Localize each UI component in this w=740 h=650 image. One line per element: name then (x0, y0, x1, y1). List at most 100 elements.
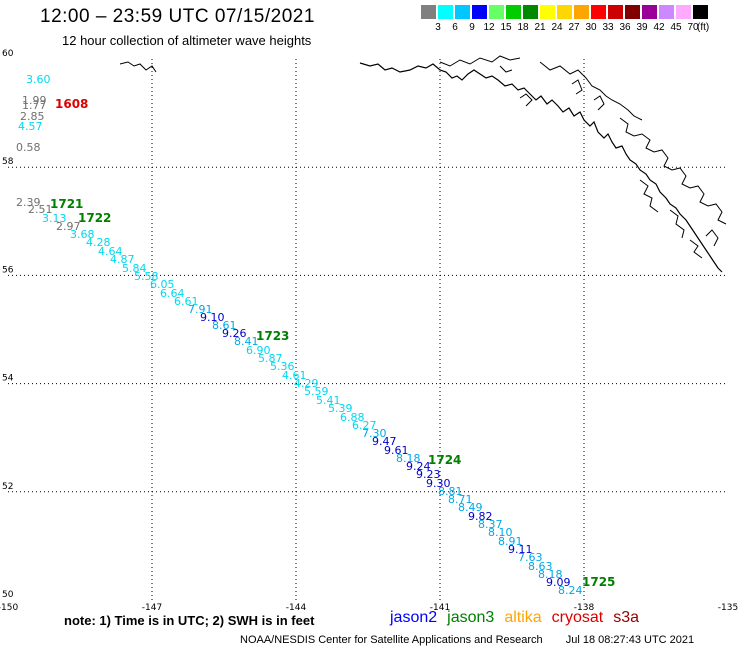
scale-swatch (540, 5, 555, 19)
swh-reading: 5.84 (122, 262, 147, 275)
latitude-tick-label: 60 (2, 49, 14, 59)
swh-reading: 6.05 (150, 278, 175, 291)
swh-reading: 1.99 (22, 94, 47, 107)
scale-tick-label: 45 (670, 22, 682, 33)
scale-tick-label: 39 (636, 22, 648, 33)
swh-reading: 8.41 (234, 335, 259, 348)
scale-tick-label: 3 (435, 22, 441, 33)
swh-reading: 2.51 (28, 203, 53, 216)
scale-swatch (642, 5, 657, 19)
swh-reading: 9.82 (468, 510, 493, 523)
swh-reading: 9.23 (416, 468, 441, 481)
map-title: 12:00 – 23:59 UTC 07/15/2021 (40, 6, 315, 27)
swh-reading: 6.88 (340, 411, 365, 424)
swh-reading: 7.91 (188, 303, 213, 316)
swh-reading: 4.29 (294, 377, 319, 390)
swh-reading: 6.90 (246, 344, 271, 357)
swh-reading: 9.24 (406, 460, 431, 473)
scale-unit-label: (ft) (697, 22, 710, 33)
longitude-tick-label: -138 (574, 603, 595, 613)
swh-reading: 6.27 (352, 419, 377, 432)
scale-tick-label: 27 (568, 22, 580, 33)
scale-swatch (421, 5, 436, 19)
swh-reading: 9.30 (426, 477, 451, 490)
scale-swatch (591, 5, 606, 19)
scale-tick-label: 15 (500, 22, 512, 33)
scale-tick-label: 6 (452, 22, 458, 33)
swh-reading: 8.61 (212, 319, 237, 332)
scale-tick-label: 33 (602, 22, 614, 33)
longitude-tick-label: -147 (142, 603, 162, 613)
swh-reading: 6.61 (174, 295, 199, 308)
swh-reading: 2.39 (16, 196, 41, 209)
credit-text: NOAA/NESDIS Center for Satellite Applica… (240, 634, 543, 646)
coastline-islands (499, 65, 719, 259)
swh-reading: 5.36 (270, 360, 295, 373)
pass-time-label: 1722 (78, 211, 111, 225)
credit-line: NOAA/NESDIS Center for Satellite Applica… (240, 634, 694, 646)
scale-swatch (455, 5, 470, 19)
latitude-tick-label: 54 (2, 374, 14, 384)
latitude-tick-label: 52 (2, 482, 13, 492)
swh-reading: 8.24 (558, 584, 583, 597)
scale-swatch (608, 5, 623, 19)
latitude-tick-label: 56 (2, 265, 14, 275)
scale-tick-label: 21 (534, 22, 546, 33)
coastline-north (439, 55, 643, 121)
swh-reading: 5.87 (258, 352, 283, 365)
scale-tick-label: 24 (551, 22, 563, 33)
swh-reading: 8.71 (448, 493, 473, 506)
scale-swatch (557, 5, 572, 19)
swh-reading: 3.13 (42, 212, 67, 225)
axis-labels: -150 -147 -144 -141 -138 -135 60 58 56 54 52 50 (0, 49, 738, 613)
swh-reading: 9.61 (384, 444, 409, 457)
swh-reading: 9.26 (222, 327, 247, 340)
scale-swatch (659, 5, 674, 19)
pass-time-label: 1723 (256, 329, 289, 343)
scale-tick-label: 42 (653, 22, 665, 33)
swh-reading: 8.49 (458, 501, 483, 514)
swh-reading: 4.61 (282, 369, 307, 382)
swh-reading: 8.18 (538, 568, 563, 581)
swh-reading: 8.63 (528, 560, 553, 573)
swh-reading: 3.60 (26, 73, 51, 86)
swh-reading: 4.28 (86, 236, 111, 249)
coastline-west (119, 61, 157, 73)
map-subtitle: 12 hour collection of altimeter wave hei… (62, 33, 312, 48)
swh-reading: 5.41 (316, 394, 341, 407)
coastline-main (359, 62, 723, 273)
legend-altika: altika (504, 609, 542, 626)
swh-reading: 9.11 (508, 543, 533, 556)
scale-swatch (574, 5, 589, 19)
swh-reading: 8.18 (396, 452, 421, 465)
swh-reading: 3.68 (70, 228, 95, 241)
scale-tick-label: 36 (619, 22, 631, 33)
scale-tick-label: 30 (585, 22, 597, 33)
alaska-coastline (119, 55, 727, 273)
latitude-tick-label: 50 (2, 590, 14, 600)
lat-lon-grid (8, 59, 728, 600)
swh-reading: 4.64 (98, 245, 123, 258)
swh-reading: 2.97 (56, 220, 81, 233)
scale-swatch (472, 5, 487, 19)
longitude-tick-label: -150 (0, 603, 18, 613)
swh-reading: 1.77 (22, 99, 47, 112)
swh-reading: 8.10 (488, 526, 513, 539)
swh-reading: 6.64 (160, 287, 185, 300)
longitude-tick-label: -144 (286, 603, 307, 613)
legend-cryosat: cryosat (551, 609, 604, 626)
swh-reading: 8.81 (438, 485, 463, 498)
swh-reading: 7.30 (362, 427, 387, 440)
wave-height-readings: 3.60 1.991.772.854.57 0.58 2.392.513.132.97… (16, 73, 583, 597)
swh-reading: 5.58 (134, 270, 159, 283)
scale-tick-label: 18 (517, 22, 529, 33)
scale-tick-label: 9 (469, 22, 475, 33)
swh-reading: 9.47 (372, 435, 397, 448)
legend-s3a: s3a (613, 609, 640, 626)
scale-swatch (523, 5, 538, 19)
swh-reading: 5.39 (328, 402, 353, 415)
pass-time-label: 1721 (50, 197, 83, 211)
scale-tick-label: 12 (483, 22, 495, 33)
